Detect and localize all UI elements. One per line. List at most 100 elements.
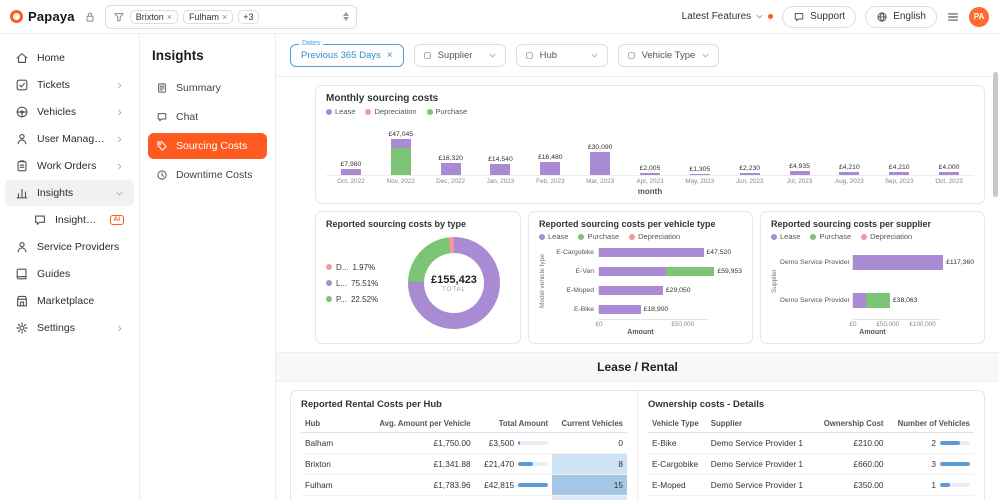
vehicle-type-filter[interactable]: Vehicle Type (617, 44, 720, 67)
legend-item: Purchase (810, 232, 851, 241)
x-tick-label: Apr, 2023 (636, 178, 664, 185)
hub-cell: Hackney (301, 495, 368, 500)
month-bar[interactable]: £7,980 (326, 161, 376, 175)
subnav-item-chat[interactable]: Chat (148, 104, 267, 130)
filter-chip-brixton[interactable]: Brixton × (129, 9, 179, 24)
more-filters-chip[interactable]: +3 (238, 9, 259, 24)
table-row[interactable]: E-Moped Demo Service Provider 1 £350.00 … (648, 474, 974, 496)
month-bar[interactable]: £14,540 (476, 156, 526, 175)
sidebar-item-home[interactable]: Home (5, 45, 134, 71)
h-bar-row[interactable]: E-Van £59,953 (548, 267, 742, 276)
table-row[interactable]: Fulham £1,783.96 £42,815 15 (301, 474, 627, 496)
home-icon (15, 51, 29, 65)
sidebar-item-vehicles[interactable]: Vehicles (5, 99, 134, 125)
table-title: Ownership costs - Details (648, 399, 765, 410)
clock-icon (156, 169, 168, 181)
month-bar[interactable]: £30,090 (575, 144, 625, 175)
avg-amount-cell: £1,750.00 (367, 432, 475, 454)
app-body: Home Tickets Vehicles User Management Wo… (0, 34, 999, 500)
column-header: Total Amount (474, 415, 553, 433)
filter-stepper[interactable] (342, 12, 349, 21)
month-bar[interactable]: £2,230 (725, 165, 775, 175)
month-bar[interactable]: £16,480 (525, 154, 575, 175)
check-icon (15, 78, 29, 92)
avg-amount-cell: £1,341.88 (367, 453, 475, 475)
main-content: Dates Previous 365 Days × Supplier Hub V… (276, 34, 999, 500)
scrollbar-thumb[interactable] (993, 72, 998, 197)
vehicle-type-cell: E-Cargobike (648, 453, 707, 475)
support-button[interactable]: Support (782, 5, 857, 28)
month-bar[interactable]: £4,000 (924, 164, 974, 175)
total-amount-cell: £29,070 (474, 495, 553, 500)
latest-features-label: Latest Features (681, 11, 752, 22)
h-bar-row[interactable]: E-Bike £18,900 (548, 305, 742, 314)
x-tick-label: Oct, 2023 (935, 178, 963, 185)
ownership-cost-cell: £210.00 (814, 432, 888, 454)
sidebar-item-insights[interactable]: Insights (5, 180, 134, 206)
sidebar-item-service-providers[interactable]: Service Providers (5, 234, 134, 260)
costs-by-type-donut[interactable]: £155,423 TOTAL (408, 237, 500, 329)
papaya-logo-icon (10, 10, 23, 23)
scrollbar[interactable] (993, 72, 998, 492)
remove-chip-icon[interactable]: × (222, 11, 228, 22)
chevron-right-icon (115, 81, 124, 90)
sidebar-item-settings[interactable]: Settings (5, 315, 134, 341)
subnav-item-summary[interactable]: Summary (148, 75, 267, 101)
month-bar[interactable]: £16,320 (426, 155, 476, 175)
month-bar[interactable]: £1,305 (675, 166, 725, 175)
table-row[interactable]: E-Bike Demo Service Provider 1 £210.00 2 (648, 432, 974, 454)
sidebar-item-marketplace[interactable]: Marketplace (5, 288, 134, 314)
global-filter-bar[interactable]: Brixton × Fulham × +3 (104, 4, 357, 29)
sidebar-item-user-management[interactable]: User Management (5, 126, 134, 152)
ownership-cost-cell: £350.00 (814, 474, 888, 496)
globe-icon (876, 11, 888, 23)
h-bar-row[interactable]: E-Cargobike £47,520 (548, 248, 742, 257)
month-bar[interactable]: £47,045 (376, 131, 426, 175)
clear-dates-icon[interactable]: × (386, 50, 393, 61)
sidebar-item-tickets[interactable]: Tickets (5, 72, 134, 98)
language-button[interactable]: English (865, 5, 937, 28)
y-tick-label: E-Moped (566, 287, 594, 294)
sidebar-item-work-orders[interactable]: Work Orders (5, 153, 134, 179)
ai-badge: AI (109, 214, 124, 226)
table-row[interactable]: E-Cargobike Demo Service Provider 1 £660… (648, 453, 974, 475)
legend-item: Depreciation (629, 232, 680, 241)
y-tick-label: Demo Service Provider 2 (780, 296, 852, 304)
remove-chip-icon[interactable]: × (166, 11, 173, 22)
hub-filter[interactable]: Hub (515, 44, 608, 67)
subnav-item-downtime-costs[interactable]: Downtime Costs (148, 162, 267, 188)
bar-value-label: £4,210 (838, 163, 860, 171)
papaya-logo[interactable]: Papaya (10, 9, 75, 24)
h-bar-row[interactable]: Demo Service Provider 1 £117,360 (780, 254, 974, 270)
subnav-item-sourcing-costs[interactable]: Sourcing Costs (148, 133, 267, 159)
lock-icon[interactable] (84, 11, 96, 23)
table-row[interactable]: Brixton £1,341.88 £21,470 8 (301, 453, 627, 475)
month-bar[interactable]: £4,210 (874, 164, 924, 175)
month-bar[interactable]: £2,005 (625, 165, 675, 175)
legend-item: Depreciation (861, 232, 912, 241)
table-row[interactable]: Balham £1,750.00 £3,500 0 (301, 432, 627, 454)
bar-value-label: £2,230 (739, 165, 761, 173)
y-axis-label: Supplier (771, 269, 778, 293)
month-bar[interactable]: £4,210 (824, 164, 874, 175)
dates-filter[interactable]: Dates Previous 365 Days × (290, 40, 404, 67)
latest-features-menu[interactable]: Latest Features (681, 11, 774, 22)
x-tick-label: Dec, 2022 (436, 178, 465, 185)
h-bar-row[interactable]: Demo Service Provider 2 £38,063 (780, 292, 974, 308)
avatar[interactable]: PA (969, 6, 989, 27)
sidebar-item-label: Insights Bot (55, 214, 102, 226)
h-bar-row[interactable]: E-Moped £29,050 (548, 286, 742, 295)
month-bar[interactable]: £4,935 (775, 163, 825, 175)
top-bar: Papaya Brixton × Fulham × +3 Latest Featur… (0, 0, 999, 34)
table-row[interactable]: Hackney £1,453.50 £29,070 6 (301, 495, 627, 500)
costs-per-vehicle-type-card: Reported sourcing costs per vehicle type… (528, 211, 753, 344)
supplier-filter[interactable]: Supplier (413, 44, 506, 67)
vehicle-count-cell: 1 (887, 474, 974, 496)
bar-value-label: £7,980 (340, 160, 362, 168)
sidebar-item-insights-bot[interactable]: Insights Bot AI (5, 207, 134, 233)
sidebar-item-guides[interactable]: Guides (5, 261, 134, 287)
filter-chip-fulham[interactable]: Fulham × (183, 9, 234, 24)
menu-icon[interactable] (946, 10, 960, 24)
table-row[interactable]: E-Van Demo Service Provider 1 £995.00 1 (648, 495, 974, 500)
column-header: Current Vehicles (552, 415, 627, 433)
